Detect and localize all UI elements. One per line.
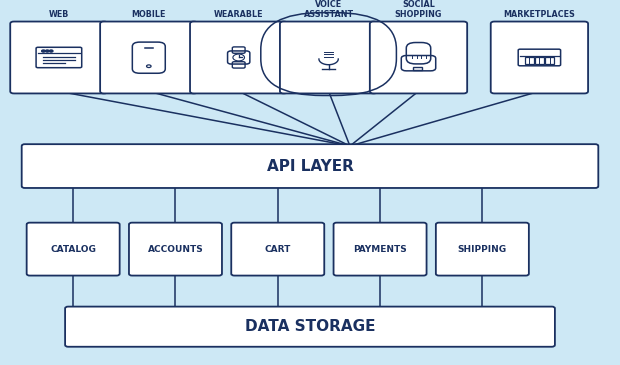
Text: PAYMENTS: PAYMENTS — [353, 245, 407, 254]
FancyBboxPatch shape — [190, 22, 288, 93]
FancyBboxPatch shape — [27, 223, 120, 276]
Text: MOBILE: MOBILE — [131, 10, 166, 19]
Circle shape — [50, 50, 53, 52]
FancyBboxPatch shape — [22, 144, 598, 188]
Text: CART: CART — [265, 245, 291, 254]
Text: WEARABLE: WEARABLE — [214, 10, 264, 19]
Text: VOICE
ASSISTANT: VOICE ASSISTANT — [304, 0, 353, 19]
FancyBboxPatch shape — [65, 307, 555, 347]
Text: ACCOUNTS: ACCOUNTS — [148, 245, 203, 254]
FancyBboxPatch shape — [280, 22, 377, 93]
Text: DATA STORAGE: DATA STORAGE — [245, 319, 375, 334]
FancyBboxPatch shape — [436, 223, 529, 276]
Text: WEB: WEB — [49, 10, 69, 19]
Text: MARKETPLACES: MARKETPLACES — [503, 10, 575, 19]
Circle shape — [42, 50, 45, 52]
Text: SOCIAL
SHOPPING: SOCIAL SHOPPING — [395, 0, 442, 19]
FancyBboxPatch shape — [334, 223, 427, 276]
Text: SHIPPING: SHIPPING — [458, 245, 507, 254]
FancyBboxPatch shape — [491, 22, 588, 93]
FancyBboxPatch shape — [129, 223, 222, 276]
Circle shape — [45, 50, 49, 52]
FancyBboxPatch shape — [100, 22, 197, 93]
FancyBboxPatch shape — [11, 22, 108, 93]
FancyBboxPatch shape — [370, 22, 467, 93]
Text: API LAYER: API LAYER — [267, 158, 353, 174]
FancyBboxPatch shape — [231, 223, 324, 276]
Text: CATALOG: CATALOG — [50, 245, 96, 254]
